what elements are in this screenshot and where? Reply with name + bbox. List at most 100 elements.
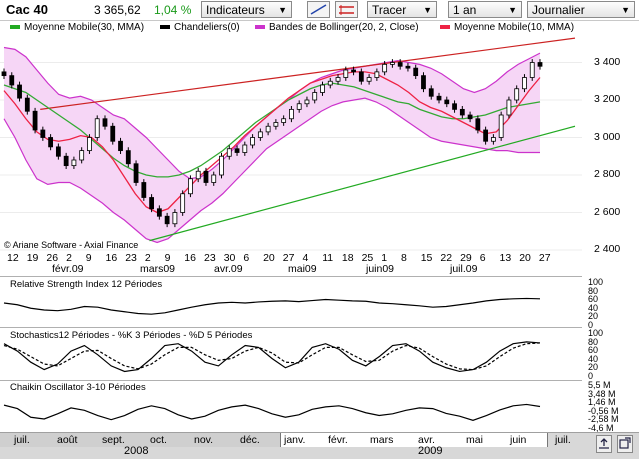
timeline-month-label: avr. — [418, 434, 435, 446]
x-day-label: 6 — [243, 252, 250, 264]
candle-body — [110, 125, 116, 142]
candle-body — [195, 170, 201, 180]
candle-body — [226, 148, 232, 157]
candle-body — [234, 148, 240, 153]
candle-body — [125, 150, 131, 165]
rsi-tick-label: 0 — [588, 319, 594, 330]
chevron-down-icon: ▼ — [508, 5, 517, 15]
candle-body — [320, 84, 325, 93]
x-day-label: 23 — [125, 252, 137, 264]
instrument-name: Cac 40 — [6, 2, 48, 17]
y-tick-label: 3 000 — [594, 130, 621, 143]
x-day-label: 23 — [204, 252, 216, 264]
candle-body — [281, 118, 287, 123]
candle-body — [304, 99, 310, 105]
candle-body — [382, 63, 388, 73]
candle-body — [257, 131, 263, 138]
candle-body — [265, 125, 271, 133]
draw-dropdown[interactable]: Tracer ▼ — [367, 1, 437, 18]
rsi-title: Relative Strength Index 12 Périodes — [10, 279, 163, 290]
indicators-dropdown[interactable]: Indicateurs ▼ — [201, 1, 292, 18]
candle-body — [444, 99, 450, 105]
line-tool-button[interactable] — [307, 1, 330, 18]
fullscreen-button[interactable] — [617, 435, 633, 453]
rsi-chart — [3, 297, 541, 315]
stochastic-panel[interactable]: Stochastics12 Périodes - %K 3 Périodes -… — [0, 327, 582, 380]
chaikin-chart — [3, 403, 541, 422]
trendline-icon — [310, 4, 327, 15]
horizontal-lines-icon — [339, 5, 354, 15]
interval-select[interactable]: Journalier ▼ — [527, 1, 635, 18]
candle-body — [358, 71, 364, 82]
draw-label: Tracer — [372, 3, 407, 17]
candle-body — [374, 71, 380, 78]
timeline-navigator[interactable]: juil. août sept. oct. nov. déc. janv. févr. mars… — [0, 432, 639, 459]
y-tick-label: 2 400 — [594, 243, 621, 255]
price-change: 1,04 % — [154, 3, 192, 17]
candle-body — [71, 159, 77, 167]
candle-body — [514, 88, 520, 101]
channel-tool-button[interactable] — [335, 1, 358, 18]
candle-body — [156, 208, 162, 217]
x-day-label: 29 — [460, 252, 472, 264]
timeline-month-label: mars — [370, 434, 394, 446]
trendline-support — [149, 125, 576, 242]
stochastic-title: Stochastics12 Périodes - %K 3 Périodes -… — [10, 330, 253, 341]
chaikin-panel[interactable]: Chaikin Oscillator 3-10 Périodes — [0, 380, 582, 431]
period-select[interactable]: 1 an ▼ — [448, 1, 522, 18]
stochastic-tick-label: 100 — [588, 328, 604, 338]
rsi-tick-label: 20 — [588, 311, 599, 321]
candle-body — [55, 146, 61, 157]
legend-swatch — [440, 25, 450, 30]
price-chart[interactable] — [0, 36, 582, 252]
timeline-month-label: oct. — [150, 434, 167, 446]
rsi-panel[interactable]: Relative Strength Index 12 Périodes — [0, 276, 582, 327]
candle-body — [219, 155, 224, 176]
chaikin-line — [3, 403, 541, 422]
candle-body — [24, 97, 30, 112]
candle-body — [149, 197, 154, 210]
trendline-resistance — [40, 37, 576, 110]
x-day-label: 6 — [479, 252, 486, 264]
candle-body — [48, 137, 54, 148]
export-button[interactable] — [596, 435, 612, 453]
stochastic-tick-label: 0 — [588, 370, 594, 381]
moving-average-30-line — [3, 82, 541, 178]
timeline-month-label: mai — [466, 434, 483, 446]
candle-body — [312, 92, 318, 101]
legend-item[interactable]: Moyenne Mobile(10, MMA) — [440, 22, 574, 33]
candle-body — [242, 144, 248, 153]
legend-item[interactable]: Chandeliers(0) — [160, 22, 240, 33]
candle-body — [102, 118, 108, 127]
chaikin-tick-label: -4,6 M — [588, 423, 614, 433]
upload-icon — [599, 438, 609, 449]
candle-body — [498, 114, 504, 138]
stochastic-tick-label: 60 — [588, 345, 599, 355]
candle-body — [467, 114, 473, 120]
x-day-label: 11 — [322, 252, 334, 264]
x-day-label: 18 — [341, 252, 354, 264]
x-day-label: 4 — [302, 252, 309, 264]
candle-body — [289, 108, 294, 120]
candle-body — [475, 118, 481, 131]
x-day-label: 22 — [440, 252, 453, 264]
stochastic-tick-label: 20 — [588, 362, 599, 372]
candle-body — [390, 62, 395, 65]
timeline-selected-range[interactable] — [280, 433, 548, 447]
rsi-tick-label: 40 — [588, 302, 599, 313]
candle-body — [413, 67, 419, 77]
chaikin-tick-label: 3,48 M — [588, 388, 616, 399]
timeline-month-label: juin — [510, 434, 527, 446]
legend-item[interactable]: Bandes de Bollinger(20, 2, Close) — [255, 22, 419, 33]
legend-label: Bandes de Bollinger(20, 2, Close) — [269, 22, 419, 33]
x-day-label: 20 — [263, 252, 275, 264]
candle-body — [335, 77, 341, 82]
legend-swatch — [255, 25, 265, 30]
candle-body — [405, 65, 411, 69]
legend-item[interactable]: Moyenne Mobile(30, MMA) — [10, 22, 144, 33]
timeline-month-label: janv. — [284, 434, 306, 446]
timeline-month-label: déc. — [240, 434, 260, 446]
chevron-down-icon: ▼ — [278, 5, 287, 15]
x-day-label: 8 — [401, 252, 407, 264]
rsi-tick-label: 80 — [588, 285, 599, 296]
